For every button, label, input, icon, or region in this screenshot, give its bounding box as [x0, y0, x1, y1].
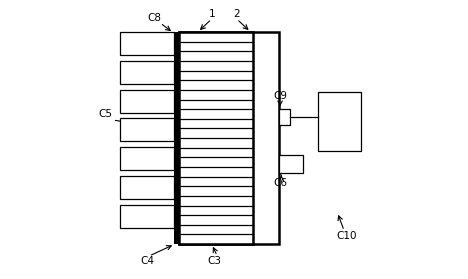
Bar: [279, 155, 303, 173]
Bar: [174, 32, 179, 244]
Bar: [179, 32, 279, 244]
Bar: [120, 176, 174, 199]
Bar: [279, 109, 290, 125]
Text: C10: C10: [337, 231, 357, 241]
Bar: [120, 205, 174, 228]
Bar: [120, 61, 174, 84]
Bar: [120, 147, 174, 170]
Bar: [120, 118, 174, 141]
Text: C6: C6: [273, 178, 287, 188]
Text: 1: 1: [208, 9, 215, 19]
Text: C4: C4: [140, 256, 154, 266]
Text: C3: C3: [207, 256, 221, 266]
Bar: [120, 90, 174, 113]
Bar: [318, 92, 361, 151]
Bar: [179, 32, 253, 244]
Text: C8: C8: [147, 13, 161, 23]
Bar: [120, 32, 174, 55]
Text: C5: C5: [99, 109, 113, 119]
Text: 2: 2: [234, 9, 240, 19]
Text: C9: C9: [273, 91, 287, 101]
